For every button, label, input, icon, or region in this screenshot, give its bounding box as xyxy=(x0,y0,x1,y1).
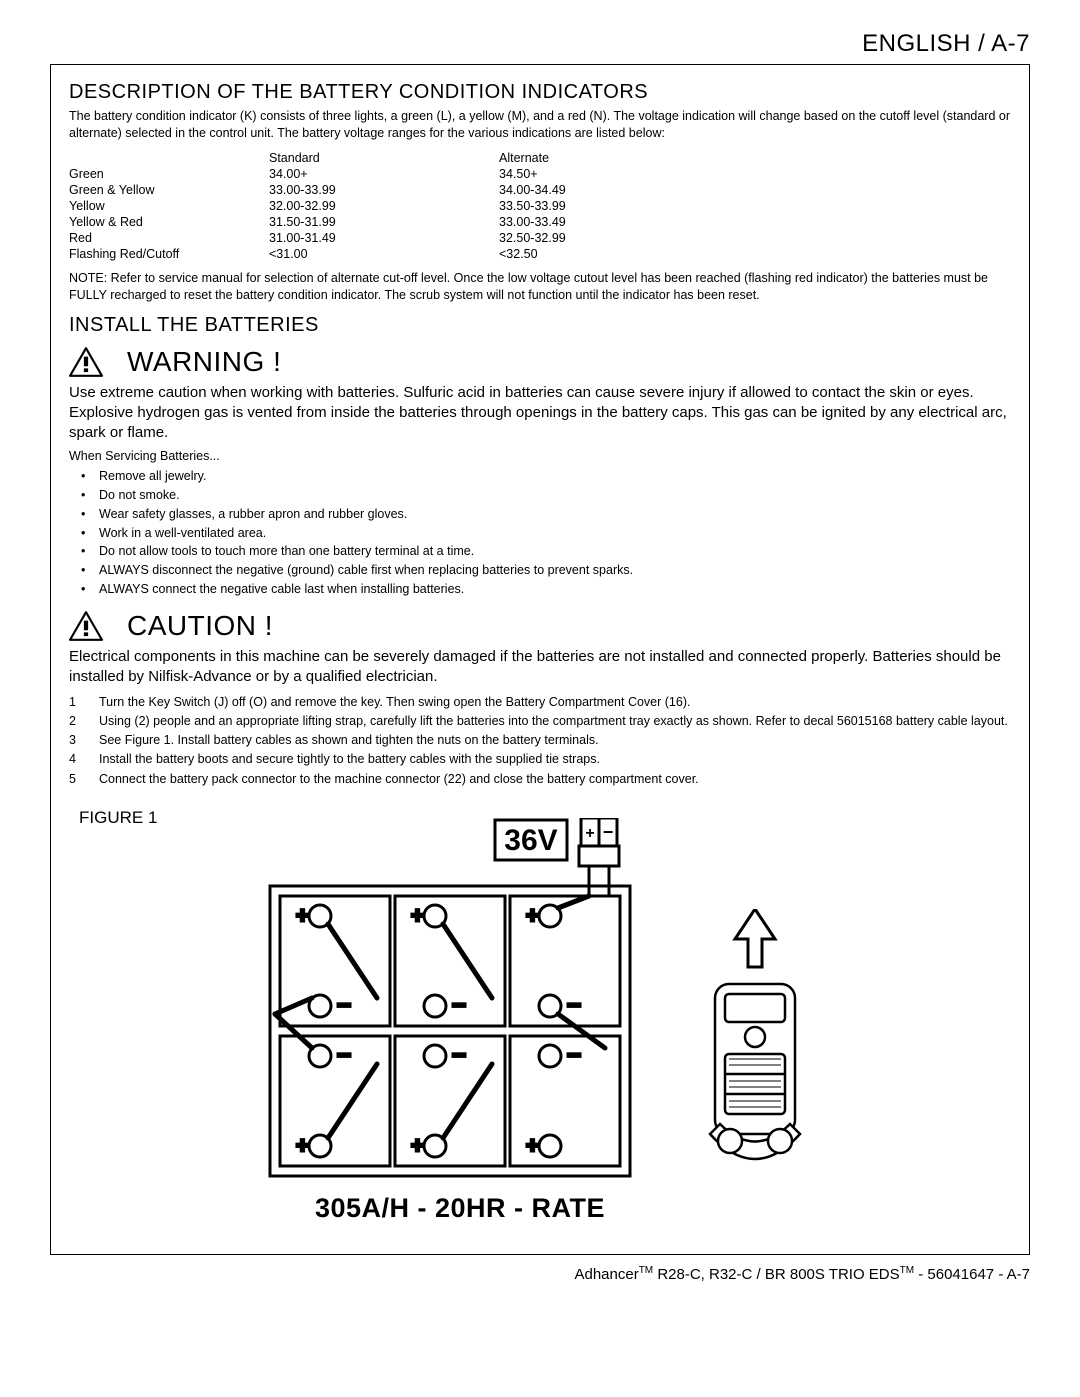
svg-text:+: + xyxy=(296,903,309,928)
svg-text:−: − xyxy=(452,992,466,1019)
warning-icon xyxy=(69,345,103,379)
svg-text:+: + xyxy=(526,903,539,928)
caution-header: CAUTION ! xyxy=(69,609,1011,643)
warning-header: WARNING ! xyxy=(69,345,1011,379)
svg-text:+: + xyxy=(296,1133,309,1158)
section1-note: NOTE: Refer to service manual for select… xyxy=(69,270,1011,304)
figure-wrap: 36V + − xyxy=(69,818,1011,1224)
table-row: Yellow & Red31.50-31.9933.00-33.49 xyxy=(69,214,699,230)
list-item: Install the battery boots and secure tig… xyxy=(99,750,1011,768)
svg-text:−: − xyxy=(337,992,351,1019)
svg-text:−: − xyxy=(337,1042,351,1069)
svg-text:+: + xyxy=(411,903,424,928)
list-item: Connect the battery pack connector to th… xyxy=(99,770,1011,788)
list-item: Remove all jewelry. xyxy=(99,467,1011,486)
table-row: Green34.00+34.50+ xyxy=(69,166,699,182)
caution-label: CAUTION ! xyxy=(127,610,273,642)
svg-text:+: + xyxy=(526,1133,539,1158)
warning-text: Use extreme caution when working with ba… xyxy=(69,383,1011,444)
list-item: ALWAYS disconnect the negative (ground) … xyxy=(99,561,1011,580)
page-footer: AdhancerTM R28-C, R32-C / BR 800S TRIO E… xyxy=(50,1265,1030,1283)
page-border: DESCRIPTION OF THE BATTERY CONDITION IND… xyxy=(50,64,1030,1255)
footer-post: - 56041647 - A-7 xyxy=(914,1266,1030,1283)
page-header: ENGLISH / A-7 xyxy=(50,30,1030,58)
section2-title: INSTALL THE BATTERIES xyxy=(69,314,1011,337)
list-item: Do not smoke. xyxy=(99,486,1011,505)
footer-pre: Adhancer xyxy=(574,1266,638,1283)
table-row: Green & Yellow33.00-33.9934.00-34.49 xyxy=(69,182,699,198)
list-item: Using (2) people and an appropriate lift… xyxy=(99,712,1011,730)
list-item: See Figure 1. Install battery cables as … xyxy=(99,731,1011,749)
servicing-head: When Servicing Batteries... xyxy=(69,449,1011,463)
table-row: Yellow32.00-32.9933.50-33.99 xyxy=(69,198,699,214)
servicing-bullets: Remove all jewelry. Do not smoke. Wear s… xyxy=(69,467,1011,598)
table-row: Flashing Red/Cutoff<31.00<32.50 xyxy=(69,246,699,262)
svg-text:−: − xyxy=(452,1042,466,1069)
table-header-blank xyxy=(69,150,269,166)
svg-text:−: − xyxy=(603,822,614,842)
voltage-table: Standard Alternate Green34.00+34.50+ Gre… xyxy=(69,150,699,262)
table-header-alternate: Alternate xyxy=(499,150,699,166)
tm-icon: TM xyxy=(639,1265,653,1276)
table-header-standard: Standard xyxy=(269,150,499,166)
svg-text:−: − xyxy=(567,1042,581,1069)
caution-text: Electrical components in this machine ca… xyxy=(69,647,1011,688)
warning-label: WARNING ! xyxy=(127,346,281,378)
svg-text:−: − xyxy=(567,992,581,1019)
section1-title: DESCRIPTION OF THE BATTERY CONDITION IND… xyxy=(69,81,1011,104)
machine-orientation-icon xyxy=(695,909,815,1194)
list-item: Work in a well-ventilated area. xyxy=(99,524,1011,543)
caution-icon xyxy=(69,609,103,643)
list-item: ALWAYS connect the negative cable last w… xyxy=(99,580,1011,599)
tm-icon: TM xyxy=(900,1265,914,1276)
list-item: Wear safety glasses, a rubber apron and … xyxy=(99,505,1011,524)
battery-diagram: 36V + − xyxy=(265,818,655,1224)
svg-text:+: + xyxy=(585,825,594,842)
list-item: Do not allow tools to touch more than on… xyxy=(99,542,1011,561)
voltage-text: 36V xyxy=(504,824,557,857)
table-row: Red31.00-31.4932.50-32.99 xyxy=(69,230,699,246)
footer-mid: R28-C, R32-C / BR 800S TRIO EDS xyxy=(653,1266,899,1283)
install-steps: Turn the Key Switch (J) off (O) and remo… xyxy=(69,693,1011,788)
battery-caption: 305A/H - 20HR - RATE xyxy=(265,1193,655,1224)
section1-intro: The battery condition indicator (K) cons… xyxy=(69,108,1011,142)
svg-text:+: + xyxy=(411,1133,424,1158)
list-item: Turn the Key Switch (J) off (O) and remo… xyxy=(99,693,1011,711)
